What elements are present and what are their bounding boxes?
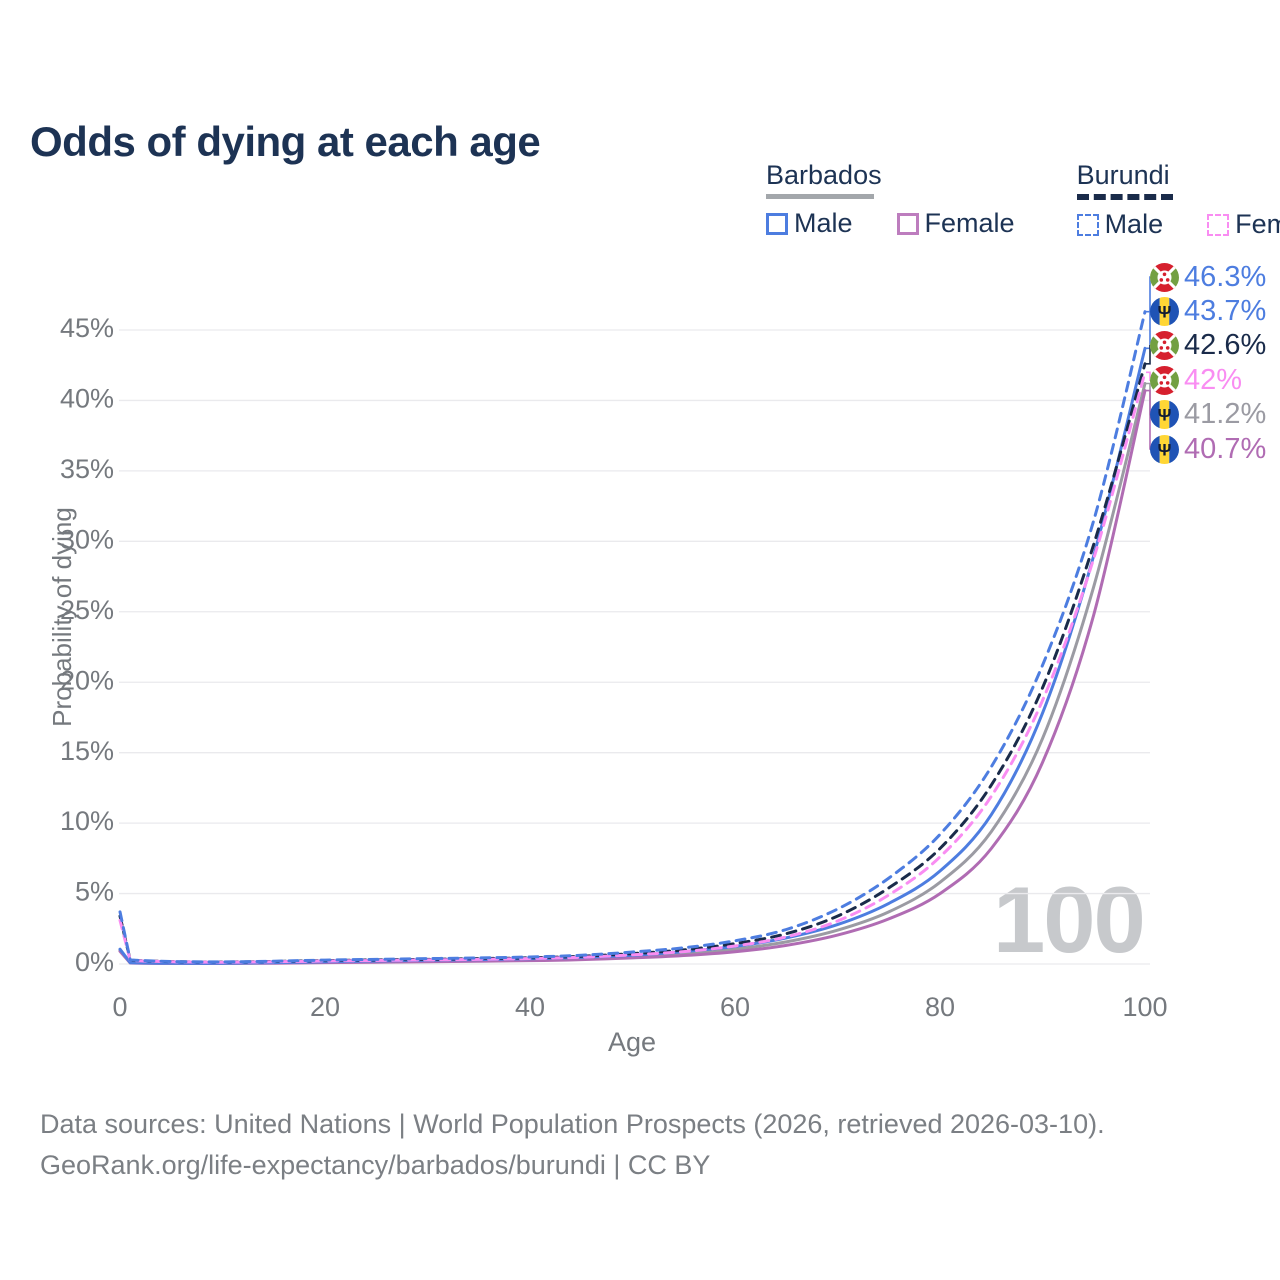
x-tick-label: 100 <box>1122 992 1167 1022</box>
y-tick-label: 10% <box>60 806 114 836</box>
legend-group-burundi: Burundi Male Female <box>1076 160 1280 240</box>
line-barbados-female[interactable] <box>118 389 1147 965</box>
legend-country-burundi[interactable]: Burundi <box>1076 160 1170 190</box>
burundi-line-style-swatch <box>1076 194 1173 200</box>
x-tick-label: 0 <box>112 992 127 1022</box>
burundi-female-swatch[interactable] <box>1207 213 1230 236</box>
y-tick-label: 15% <box>60 736 114 766</box>
gridlines <box>119 329 1150 965</box>
legend-item-label: Female <box>924 208 1015 238</box>
y-tick-label: 25% <box>60 595 114 625</box>
series-lines <box>118 310 1147 965</box>
footer-data-sources: Data sources: United Nations | World Pop… <box>40 1109 1105 1139</box>
line-burundi-male[interactable] <box>118 310 1147 964</box>
barbados-female-swatch[interactable] <box>896 212 919 235</box>
y-tick-label: 5% <box>75 877 114 907</box>
axis-tick-labels: 0% 5% 10% 15% 20% 25% 30% 35% 40% 45% 0 20 40 60 80 100 <box>60 313 1168 1022</box>
legend-item-barbados-male[interactable]: Male <box>766 208 853 239</box>
y-tick-label: 40% <box>60 384 114 414</box>
x-tick-label: 60 <box>720 992 750 1022</box>
page-title: Odds of dying at each age <box>30 118 541 166</box>
y-tick-label: 30% <box>60 524 114 554</box>
legend-group-barbados: Barbados Male Female <box>766 160 1015 240</box>
line-burundi-both[interactable] <box>118 362 1147 964</box>
annotation-connectors <box>1146 276 1153 450</box>
y-tick-label: 35% <box>60 454 114 484</box>
line-burundi-female[interactable] <box>118 370 1147 964</box>
x-axis-title: Age <box>607 1027 657 1057</box>
footer: Data sources: United Nations | World Pop… <box>40 1104 1105 1186</box>
legend-item-burundi-female[interactable]: Female <box>1207 209 1280 240</box>
y-tick-label: 20% <box>60 665 114 695</box>
legend-country-barbados[interactable]: Barbados <box>766 160 882 190</box>
legend-item-label: Male <box>1104 209 1164 239</box>
y-tick-label: 0% <box>75 947 114 977</box>
barbados-male-swatch[interactable] <box>766 212 788 235</box>
line-barbados-male[interactable] <box>118 346 1147 965</box>
legend: Barbados Male Female Burundi Male <box>766 160 1280 240</box>
legend-item-burundi-male[interactable]: Male <box>1076 209 1164 240</box>
x-tick-label: 20 <box>310 992 340 1022</box>
footer-attribution: GeoRank.org/life-expectancy/barbados/bur… <box>40 1150 711 1180</box>
legend-item-label: Male <box>794 208 853 238</box>
x-tick-label: 40 <box>515 992 545 1022</box>
burundi-male-swatch[interactable] <box>1076 213 1099 236</box>
legend-item-label: Female <box>1235 209 1280 239</box>
barbados-line-style-swatch <box>766 194 874 199</box>
y-tick-label: 45% <box>60 313 114 343</box>
age-counter-watermark: 100 <box>993 867 1146 972</box>
x-tick-label: 80 <box>925 992 955 1022</box>
legend-item-barbados-female[interactable]: Female <box>896 208 1015 239</box>
